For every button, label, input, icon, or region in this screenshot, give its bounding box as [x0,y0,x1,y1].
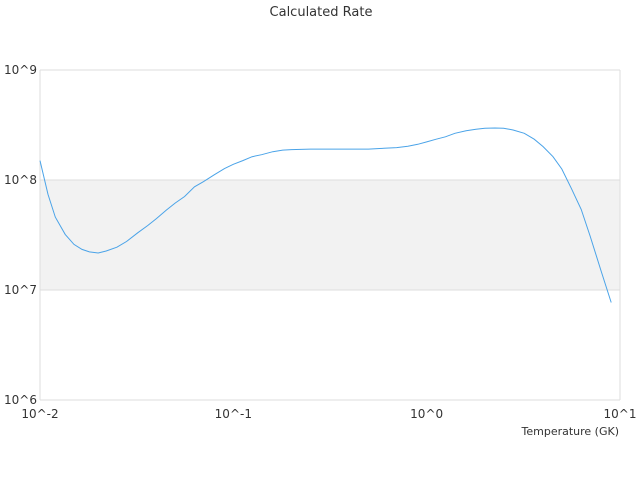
plot-band [40,180,620,290]
y-tick-label: 10^6 [4,393,37,407]
x-tick-label: 10^-2 [21,407,58,421]
x-tick-label: 10^0 [410,407,443,421]
x-axis: 10^-2 10^-1 10^0 10^1 [21,407,636,421]
y-tick-label: 10^8 [4,173,37,187]
series-layer [39,127,612,303]
x-tick-label: 10^-1 [215,407,252,421]
grid [39,69,621,401]
rate-line [39,127,612,303]
y-axis: 10^6 10^7 10^8 10^9 [4,63,37,407]
y-tick-label: 10^7 [4,283,37,297]
y-tick-label: 10^9 [4,63,37,77]
chart-title: Calculated Rate [270,5,373,20]
x-tick-label: 10^1 [604,407,637,421]
x-axis-label: Temperature (GK) [521,425,620,438]
plot-background [40,180,620,290]
